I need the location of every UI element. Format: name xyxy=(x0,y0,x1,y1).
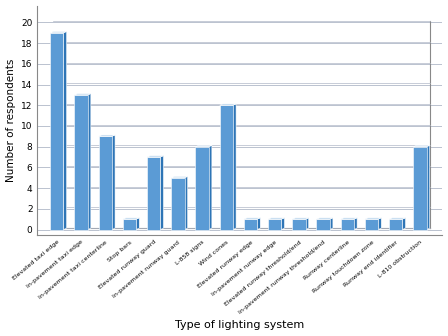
Polygon shape xyxy=(160,156,164,229)
Polygon shape xyxy=(233,104,236,229)
Polygon shape xyxy=(402,218,405,229)
Polygon shape xyxy=(123,218,139,219)
Polygon shape xyxy=(50,32,67,33)
Polygon shape xyxy=(365,219,378,229)
Polygon shape xyxy=(389,218,405,219)
Polygon shape xyxy=(340,218,357,219)
Polygon shape xyxy=(195,147,209,229)
Polygon shape xyxy=(123,219,136,229)
Polygon shape xyxy=(195,145,212,147)
Polygon shape xyxy=(389,219,402,229)
Polygon shape xyxy=(64,32,67,229)
Polygon shape xyxy=(268,218,284,219)
Polygon shape xyxy=(136,218,139,229)
Polygon shape xyxy=(99,135,115,136)
Polygon shape xyxy=(185,176,188,229)
Polygon shape xyxy=(99,136,112,229)
Polygon shape xyxy=(112,135,115,229)
Y-axis label: Number of respondents: Number of respondents xyxy=(5,58,16,182)
Polygon shape xyxy=(50,33,64,229)
Polygon shape xyxy=(209,145,212,229)
Polygon shape xyxy=(365,218,381,219)
Polygon shape xyxy=(244,218,260,219)
Polygon shape xyxy=(147,157,160,229)
Polygon shape xyxy=(171,178,185,229)
Polygon shape xyxy=(74,95,88,229)
Polygon shape xyxy=(220,104,236,105)
Polygon shape xyxy=(316,219,330,229)
Polygon shape xyxy=(378,218,381,229)
Polygon shape xyxy=(257,218,260,229)
Polygon shape xyxy=(306,218,309,229)
Polygon shape xyxy=(268,219,281,229)
Polygon shape xyxy=(244,219,257,229)
Polygon shape xyxy=(354,218,357,229)
Polygon shape xyxy=(292,218,309,219)
Polygon shape xyxy=(281,218,284,229)
Polygon shape xyxy=(413,145,430,147)
Polygon shape xyxy=(220,105,233,229)
Polygon shape xyxy=(340,219,354,229)
Polygon shape xyxy=(316,218,333,219)
Polygon shape xyxy=(330,218,333,229)
Polygon shape xyxy=(426,145,430,229)
Polygon shape xyxy=(292,219,306,229)
Polygon shape xyxy=(74,93,91,95)
X-axis label: Type of lighting system: Type of lighting system xyxy=(175,321,305,330)
Polygon shape xyxy=(88,93,91,229)
Polygon shape xyxy=(171,176,188,178)
Polygon shape xyxy=(147,156,164,157)
Polygon shape xyxy=(413,147,426,229)
